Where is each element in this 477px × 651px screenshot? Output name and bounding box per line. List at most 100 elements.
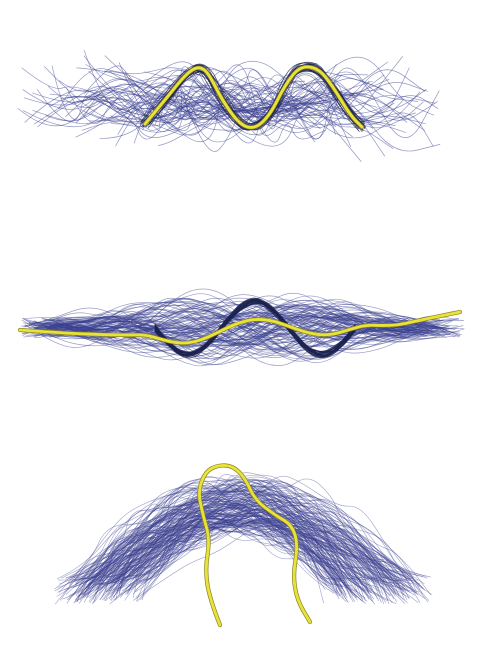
- bundle-line: [76, 504, 343, 602]
- bundle-line: [39, 299, 460, 363]
- bundle-line: [96, 505, 344, 590]
- bundle-line: [56, 493, 380, 597]
- bundle-line: [69, 521, 373, 592]
- bundle-line: [110, 479, 343, 588]
- bundle-line: [54, 506, 364, 603]
- bundle-line: [17, 61, 389, 133]
- bundle-line: [81, 486, 384, 582]
- bundle-line: [113, 507, 374, 602]
- bundle-line: [97, 520, 404, 585]
- bundle-line: [74, 482, 387, 604]
- bundle-line: [118, 62, 345, 133]
- bundle-line: [136, 478, 414, 602]
- bundle-line: [59, 515, 371, 601]
- bundle-line: [115, 511, 411, 593]
- bundle-line: [109, 69, 428, 136]
- bundle-line: [79, 497, 413, 601]
- highlight-curve: [143, 65, 364, 129]
- bundle-line: [78, 479, 382, 604]
- bundle-line: [54, 514, 405, 592]
- bundle-line: [89, 508, 375, 604]
- bundle-line: [138, 491, 421, 585]
- bundle-line: [124, 512, 366, 604]
- bundle-line: [143, 515, 425, 591]
- bundle-line: [136, 480, 338, 593]
- bundle-line: [100, 521, 358, 593]
- bundle-line: [129, 481, 411, 580]
- bundle-line: [118, 506, 343, 597]
- bundle-line: [108, 516, 372, 598]
- bundle-line: [134, 487, 374, 590]
- bundle-line: [121, 523, 362, 601]
- bundle-line: [68, 499, 429, 603]
- bundle-line: [82, 515, 421, 603]
- bundle-line: [127, 490, 364, 595]
- bundle-line: [113, 490, 338, 601]
- bundle-line: [95, 502, 344, 599]
- panel-bottom-arch: [54, 463, 433, 628]
- bundle-line: [79, 513, 369, 594]
- bundle-line: [108, 511, 403, 600]
- bundle-line: [136, 519, 348, 602]
- bundle-line: [132, 515, 393, 591]
- bundle-line: [92, 505, 378, 600]
- bundle-line: [113, 503, 347, 602]
- bundle-line: [124, 507, 366, 595]
- bundle-line: [86, 501, 407, 597]
- bundle-line: [114, 493, 431, 595]
- bundle-line: [77, 487, 409, 598]
- bundle-line: [32, 82, 307, 125]
- bundle-line: [61, 505, 402, 579]
- bundle-line: [99, 527, 400, 591]
- bundle-line: [94, 525, 354, 603]
- bundle-line: [82, 521, 382, 604]
- bundle-line: [97, 513, 324, 604]
- bundle-line: [116, 499, 388, 601]
- highlight-curve: [18, 310, 462, 345]
- bundle-line: [83, 484, 353, 603]
- bundle-line: [142, 485, 366, 595]
- bundle-line: [110, 481, 368, 602]
- bundle-line: [84, 490, 380, 598]
- bundle-line: [140, 482, 361, 601]
- bundle-line: [73, 496, 380, 604]
- bundle-line: [110, 517, 352, 602]
- bundle-line: [68, 499, 369, 600]
- bundle-line: [21, 67, 299, 123]
- bundle-line: [72, 523, 424, 589]
- bundle-line: [99, 511, 401, 594]
- bundle-line: [138, 518, 414, 582]
- bundle-line: [113, 501, 420, 587]
- bundle-line: [87, 484, 385, 604]
- bundle-line: [109, 486, 396, 593]
- bundle-line: [76, 507, 370, 603]
- bundle-line: [98, 479, 425, 585]
- bundle-line: [85, 491, 395, 582]
- bundle-line: [125, 485, 423, 595]
- bundle-line: [85, 519, 413, 592]
- bundle-line: [106, 498, 370, 600]
- bundle-line: [99, 513, 398, 603]
- bundle-line: [92, 495, 392, 596]
- panel-top-m-shape: [17, 49, 441, 162]
- bundle-line: [126, 512, 342, 594]
- bundle-line: [111, 504, 357, 599]
- bundle-line: [82, 479, 405, 599]
- bundle-core-line: [142, 70, 362, 131]
- bundle-line: [104, 499, 358, 602]
- bundle-line: [102, 519, 394, 601]
- bundle-line: [87, 501, 417, 594]
- bundle-core-line: [154, 299, 356, 359]
- bundle-line: [110, 484, 338, 594]
- bundle-line: [120, 517, 375, 605]
- bundle-line: [76, 489, 363, 602]
- bundle-line: [115, 499, 348, 599]
- bundle-line: [85, 64, 427, 118]
- panel-middle-wave: [17, 288, 465, 367]
- bundle-line: [115, 502, 395, 600]
- bundle-line: [112, 497, 340, 600]
- bundle-line: [72, 513, 360, 587]
- bundle-line: [57, 510, 399, 596]
- bundle-line: [108, 511, 418, 584]
- bundle-line: [84, 480, 339, 597]
